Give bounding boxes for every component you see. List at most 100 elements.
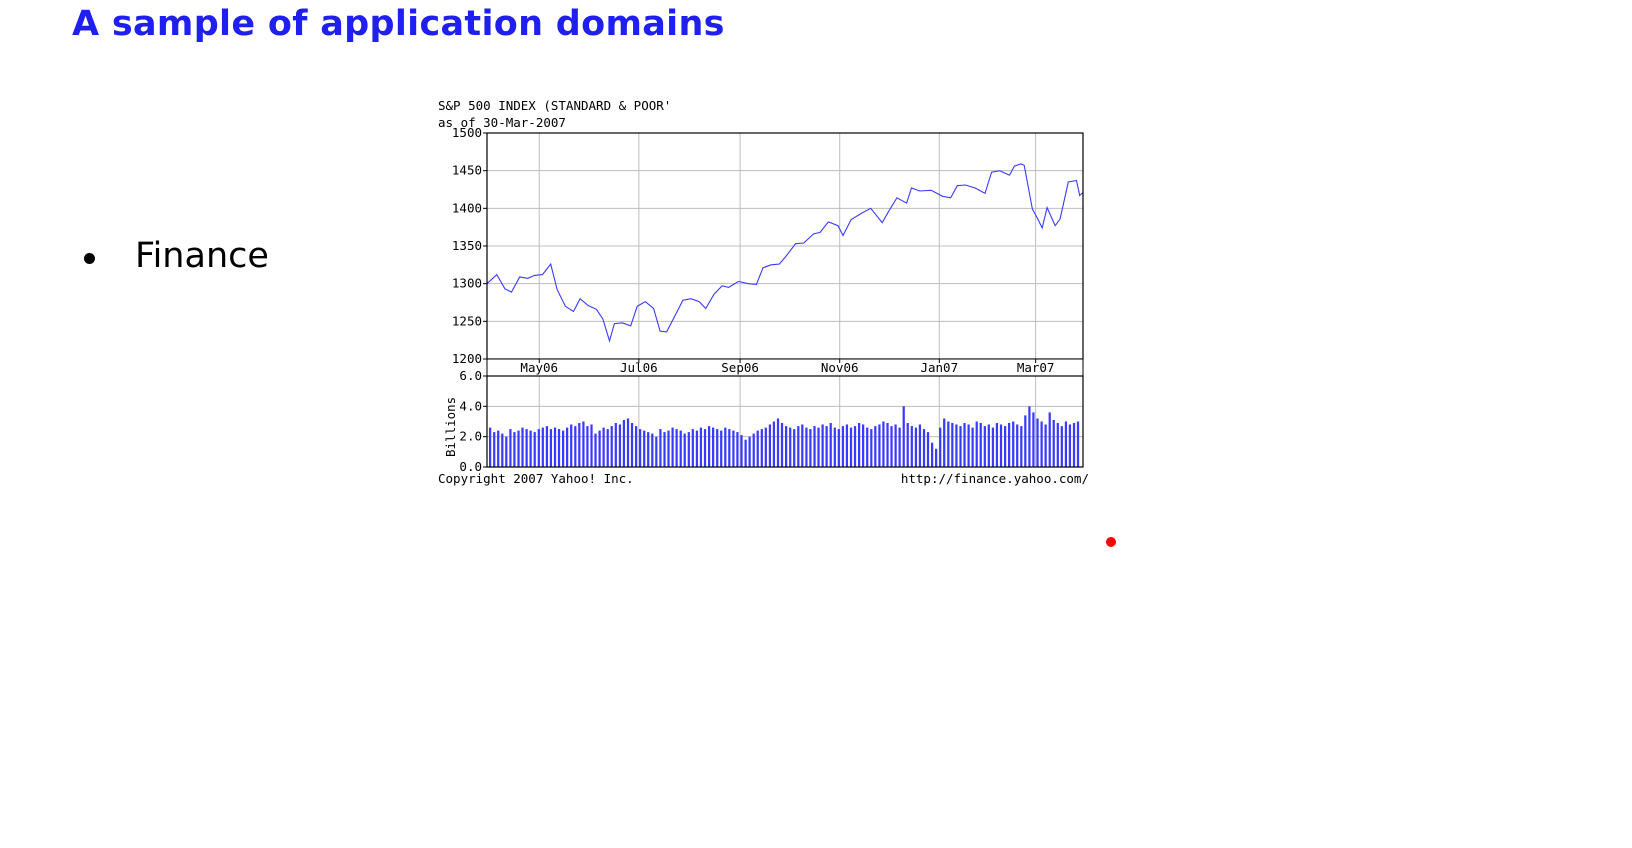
volume-bar	[878, 424, 881, 467]
volume-bar	[582, 421, 585, 467]
volume-bar	[695, 430, 699, 467]
volume-bar	[922, 429, 926, 467]
volume-bar	[622, 420, 626, 467]
volume-bar	[1048, 412, 1051, 467]
volume-bar	[598, 430, 601, 467]
volume-bar	[553, 427, 557, 467]
volume-bar	[853, 426, 857, 467]
volume-bar	[712, 427, 715, 467]
volume-bar	[578, 423, 581, 467]
date-tick-label: Nov06	[821, 360, 859, 375]
date-tick-label: May06	[520, 360, 558, 375]
volume-bar	[639, 429, 642, 467]
volume-bar	[760, 429, 763, 467]
volume-bar	[691, 429, 694, 467]
volume-bar	[874, 426, 877, 467]
volume-bar	[1024, 415, 1027, 467]
volume-bar	[951, 423, 954, 467]
volume-bar	[926, 432, 930, 467]
volume-bar	[809, 429, 812, 467]
volume-bar	[817, 427, 820, 467]
volume-bar	[699, 427, 703, 467]
volume-bar	[870, 429, 873, 467]
price-series-line	[486, 163, 1084, 343]
volume-bar	[643, 430, 646, 467]
date-tick-label: Jan07	[920, 360, 958, 375]
chart-title: S&P 500 INDEX (STANDARD & POOR'	[438, 98, 671, 113]
volume-bar	[939, 427, 942, 467]
volume-bar	[910, 426, 913, 467]
volume-bar	[716, 429, 719, 467]
volume-bar	[744, 439, 747, 467]
volume-bar	[987, 424, 990, 467]
volume-bar	[614, 423, 617, 467]
volume-bar	[541, 427, 544, 467]
volume-bar	[914, 427, 918, 467]
volume-bar	[906, 423, 909, 467]
price-gridlines	[487, 132, 1083, 360]
volume-bar	[837, 429, 840, 467]
volume-bar	[1028, 406, 1031, 467]
volume-bar	[663, 432, 666, 467]
volume-bar	[659, 429, 662, 467]
volume-bar	[1064, 421, 1068, 467]
volume-bar	[606, 429, 609, 467]
bullet-item-finance: Finance	[84, 236, 269, 276]
volume-bar	[533, 432, 536, 467]
volume-bar	[1060, 426, 1063, 467]
volume-bar	[630, 423, 634, 467]
volume-tick-label: 0.0	[459, 459, 482, 474]
volume-bar	[517, 430, 520, 467]
footer-url[interactable]: http://finance.yahoo.com/	[901, 471, 1089, 486]
volume-bar	[833, 427, 836, 467]
volume-bar	[955, 424, 958, 467]
volume-bar	[667, 430, 670, 467]
volume-bar	[1020, 426, 1023, 467]
volume-bar	[793, 429, 796, 467]
volume-bar	[610, 426, 613, 467]
price-tick-label: 1450	[452, 163, 482, 178]
volume-bar	[1016, 424, 1019, 467]
volume-bar	[894, 424, 897, 467]
volume-bar	[862, 424, 865, 467]
volume-bar	[825, 426, 828, 467]
volume-bar	[525, 429, 528, 467]
volume-bar	[752, 433, 755, 467]
price-tick-label: 1200	[452, 351, 482, 366]
volume-bar	[768, 424, 772, 467]
volume-bar	[866, 427, 869, 467]
volume-bar	[545, 426, 549, 467]
volume-bar	[805, 427, 808, 467]
volume-bar	[935, 448, 938, 467]
volume-plot-frame	[486, 375, 1084, 468]
volume-bar	[521, 427, 524, 467]
volume-bar	[626, 418, 630, 467]
volume-bar	[594, 433, 597, 467]
volume-bar	[1044, 424, 1047, 467]
volume-bar	[1076, 421, 1080, 467]
volume-bar	[995, 423, 999, 467]
volume-bar	[1036, 418, 1039, 467]
volume-bar	[902, 406, 905, 467]
volume-bar	[983, 426, 986, 467]
volume-bar	[821, 424, 824, 467]
volume-bar	[959, 426, 962, 467]
volume-bar	[740, 435, 743, 467]
volume-bar	[1056, 423, 1059, 467]
date-tick-label: Sep06	[721, 360, 759, 375]
volume-bar	[845, 424, 849, 467]
laser-pointer-dot	[1106, 537, 1116, 547]
volume-bar	[943, 418, 946, 467]
volume-bar	[1052, 420, 1055, 467]
volume-bar	[1072, 423, 1076, 467]
volume-bar	[675, 429, 678, 467]
volume-bar	[801, 424, 804, 467]
volume-bar	[764, 427, 767, 467]
volume-bar	[679, 430, 682, 467]
volume-bar	[898, 427, 901, 467]
volume-y-axis: 6.0 4.0 2.0 0.0	[459, 368, 487, 474]
volume-tick-label: 4.0	[459, 398, 482, 413]
volume-bar	[785, 426, 788, 467]
volume-bar	[918, 424, 922, 467]
price-tick-label: 1350	[452, 238, 482, 253]
